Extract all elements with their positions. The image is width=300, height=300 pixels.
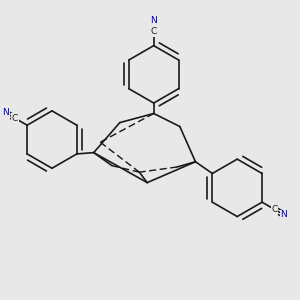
Text: C: C (151, 27, 157, 36)
Text: C: C (272, 205, 278, 214)
Text: N: N (2, 108, 9, 117)
Text: C: C (12, 113, 18, 122)
Text: N: N (280, 210, 287, 219)
Text: N: N (150, 16, 157, 25)
